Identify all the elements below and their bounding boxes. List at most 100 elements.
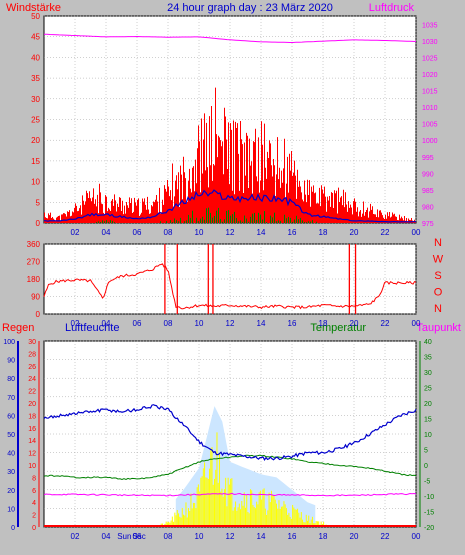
- wind-x-tick: 14: [257, 228, 266, 237]
- wind-x-tick: 12: [226, 228, 235, 237]
- compass-label: N: [434, 237, 442, 249]
- direction-x-tick: 16: [288, 319, 297, 328]
- compass-label: W: [433, 254, 444, 266]
- wind-x-tick: 04: [102, 228, 111, 237]
- direction-y-tick: 0: [36, 310, 41, 319]
- direction-x-tick: 04: [102, 319, 111, 328]
- humidity-y-tick: 2: [32, 513, 36, 520]
- humidity-y-tick: 24: [28, 376, 36, 383]
- direction-y-tick: 90: [31, 293, 40, 302]
- humidity-x-tick: 02: [71, 532, 80, 541]
- wind-y-tick: 20: [31, 136, 40, 145]
- dewpoint-line: [43, 492, 417, 497]
- humidity-x-tick: 14: [257, 532, 266, 541]
- humidity-x-tick: 08: [164, 532, 173, 541]
- rain-y-tick: 10: [7, 506, 15, 513]
- wind-x-tick: 22: [381, 228, 390, 237]
- humidity-y-tick: 6: [32, 488, 36, 495]
- pressure-y-tick: 1035: [422, 22, 438, 29]
- wind-y-tick: 30: [31, 95, 40, 104]
- temperature-y-tick: 15: [424, 417, 432, 424]
- temperature-y-tick: 25: [424, 386, 432, 393]
- rain-y-tick: 100: [3, 339, 15, 346]
- temperature-y-tick: 0: [424, 463, 428, 470]
- solar-bars: [153, 432, 331, 527]
- wind-x-tick: 08: [164, 228, 173, 237]
- pressure-y-tick: 1025: [422, 55, 438, 62]
- wind-x-tick: 20: [350, 228, 359, 237]
- left-axis-label: Windstärke: [6, 2, 61, 14]
- wind-y-tick: 35: [31, 74, 40, 83]
- wind-x-tick: 00: [412, 228, 421, 237]
- rain-y-tick: 80: [7, 376, 15, 383]
- temperature-y-tick: 10: [424, 432, 432, 439]
- wind-x-tick: 18: [319, 228, 328, 237]
- humidity-y-tick: 10: [28, 463, 36, 470]
- temperature-label: Temperatur: [310, 322, 366, 334]
- direction-x-tick: 06: [133, 319, 142, 328]
- rain-y-tick: 50: [7, 432, 15, 439]
- temperature-y-tick: 35: [424, 355, 432, 362]
- pressure-y-tick: 990: [422, 171, 434, 178]
- compass-label: N: [434, 303, 442, 315]
- temperature-line: [43, 454, 417, 481]
- chart-title: 24 hour graph day : 23 März 2020: [167, 2, 333, 14]
- direction-y-tick: 360: [27, 240, 41, 249]
- rain-y-tick: 0: [11, 525, 15, 532]
- direction-x-tick: 14: [257, 319, 266, 328]
- wind-y-tick: 10: [31, 178, 40, 187]
- direction-x-tick: 10: [195, 319, 204, 328]
- humidity-y-tick: 0: [32, 525, 36, 532]
- rain-y-tick: 20: [7, 488, 15, 495]
- wind-mean-bars: [96, 207, 317, 223]
- wind-y-tick: 5: [36, 198, 41, 207]
- pressure-y-tick: 1020: [422, 72, 438, 79]
- pressure-y-tick: 975: [422, 221, 434, 228]
- direction-x-tick: 00: [412, 319, 421, 328]
- wind-y-tick: 0: [36, 219, 41, 228]
- rain-y-tick: 40: [7, 451, 15, 458]
- direction-y-tick: 180: [27, 275, 41, 284]
- right-axis-label: Luftdruck: [369, 2, 415, 14]
- humidity-x-tick: 06: [133, 532, 142, 541]
- pressure-y-tick: 1015: [422, 89, 438, 96]
- compass-label: S: [434, 270, 441, 282]
- humidity-x-tick: 12: [226, 532, 235, 541]
- rain-label: Regen: [2, 322, 34, 334]
- compass-label: O: [434, 287, 443, 299]
- pressure-y-tick: 1030: [422, 39, 438, 46]
- wind-x-tick: 10: [195, 228, 204, 237]
- humidity-x-tick: 10: [195, 532, 204, 541]
- temperature-y-tick: -15: [424, 510, 434, 517]
- direction-x-tick: 20: [350, 319, 359, 328]
- direction-line: [43, 263, 417, 310]
- humidity-y-tick: 16: [28, 426, 36, 433]
- wind-y-tick: 25: [31, 116, 40, 125]
- humidity-x-tick: 20: [350, 532, 359, 541]
- temperature-y-tick: 40: [424, 339, 432, 346]
- humidity-x-tick: 18: [319, 532, 328, 541]
- temperature-y-tick: -20: [424, 525, 434, 532]
- wind-average-line: [43, 189, 416, 223]
- humidity-y-tick: 26: [28, 364, 36, 371]
- direction-x-tick: 12: [226, 319, 235, 328]
- direction-x-tick: 02: [71, 319, 80, 328]
- rain-y-tick: 70: [7, 395, 15, 402]
- pressure-y-tick: 1005: [422, 122, 438, 129]
- pressure-y-tick: 980: [422, 204, 434, 211]
- direction-y-tick: 270: [27, 258, 41, 267]
- humidity-label: Luftfeuchte: [65, 322, 119, 334]
- humidity-y-tick: 18: [28, 413, 36, 420]
- humidity-x-tick: 04: [102, 532, 111, 541]
- wind-gust-bars: [44, 87, 416, 223]
- temperature-y-tick: 5: [424, 448, 428, 455]
- pressure-line: [43, 33, 417, 43]
- pressure-y-tick: 1000: [422, 138, 438, 145]
- humidity-y-tick: 20: [28, 401, 36, 408]
- rain-y-tick: 60: [7, 413, 15, 420]
- temperature-y-tick: -5: [424, 479, 430, 486]
- humidity-y-tick: 22: [28, 389, 36, 396]
- humidity-y-tick: 30: [28, 339, 36, 346]
